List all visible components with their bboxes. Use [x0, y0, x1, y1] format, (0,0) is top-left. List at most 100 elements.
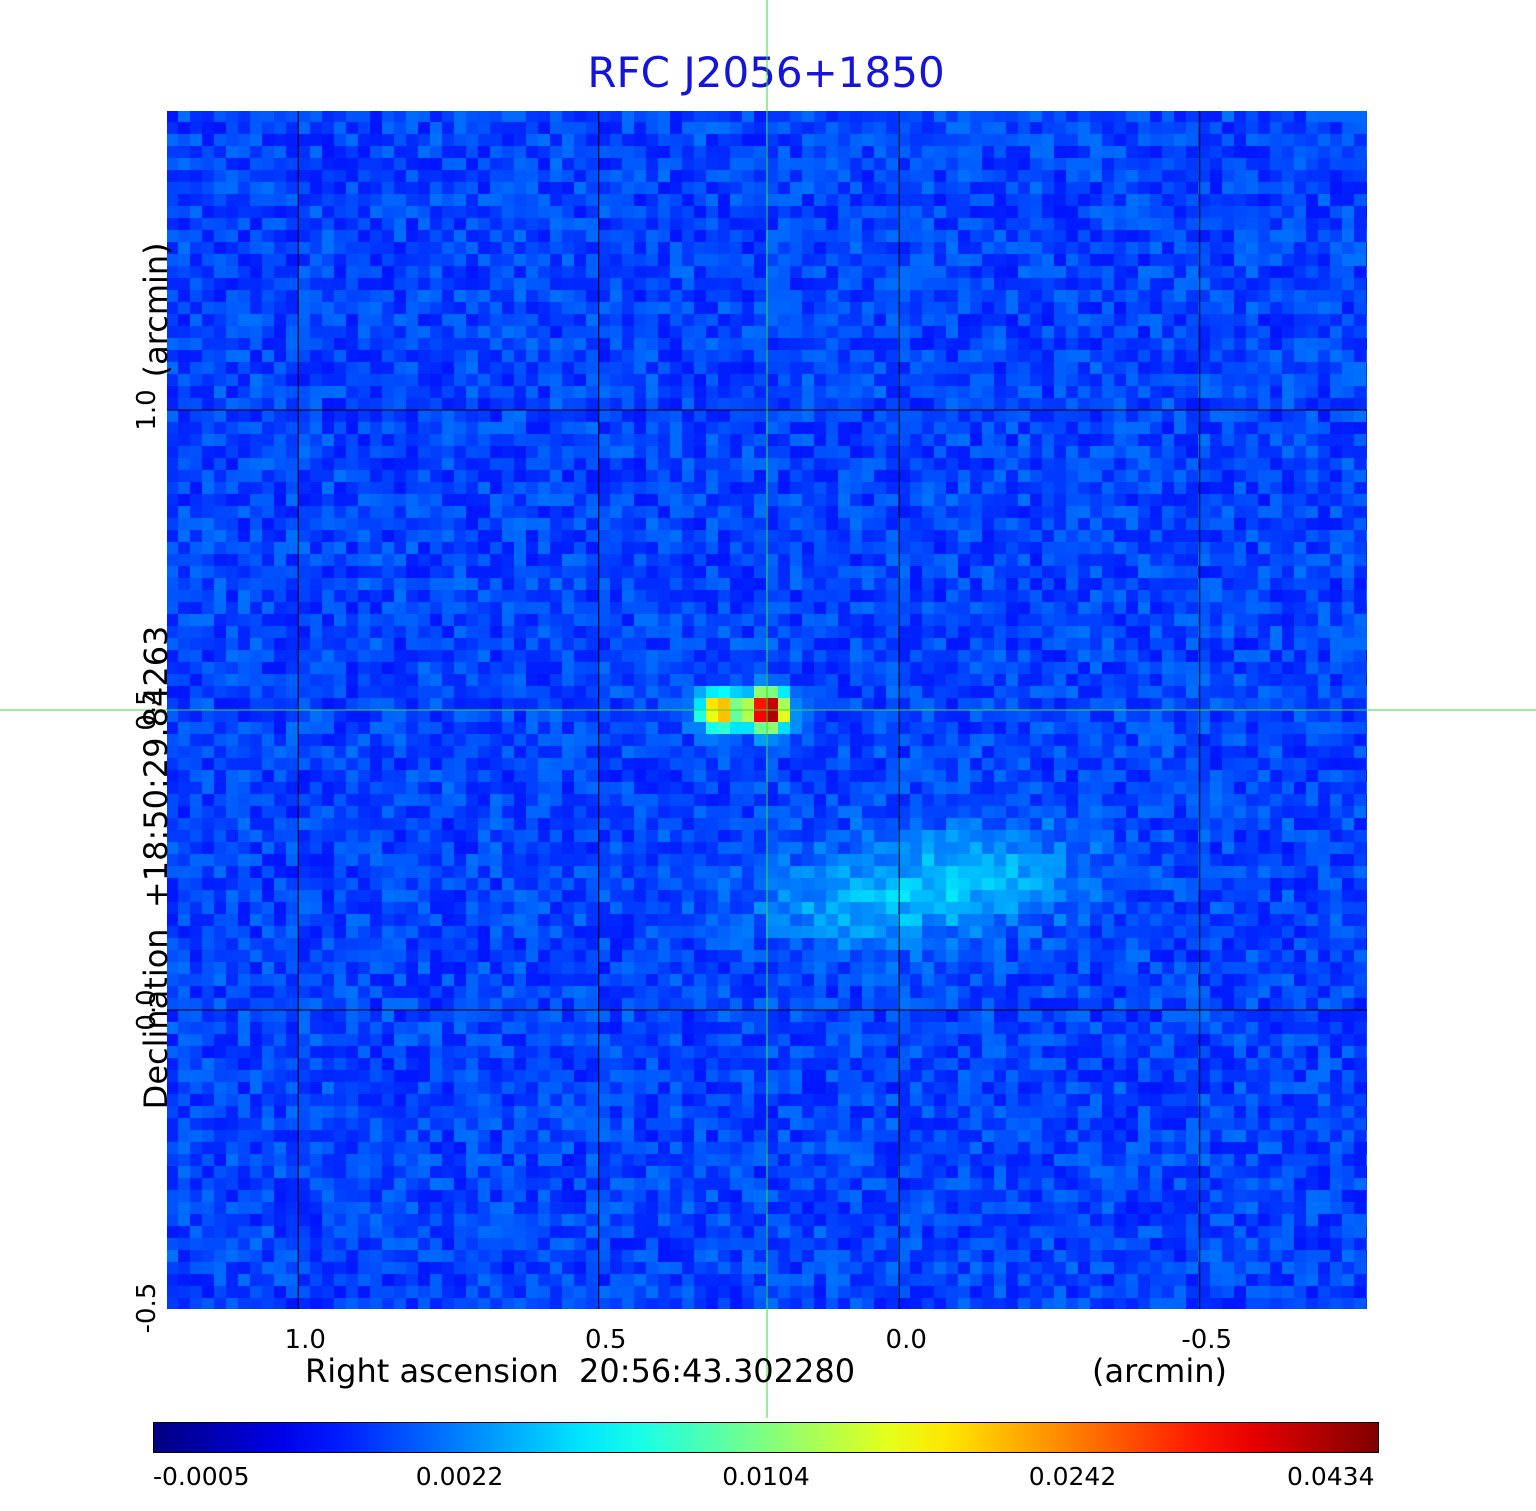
- heatmap-pixel: [538, 566, 550, 578]
- heatmap-pixel: [982, 158, 994, 170]
- heatmap-pixel: [466, 590, 478, 602]
- heatmap-pixel: [1306, 230, 1318, 242]
- heatmap-pixel: [622, 134, 634, 146]
- heatmap-pixel: [910, 542, 922, 554]
- heatmap-pixel: [706, 314, 718, 326]
- heatmap-pixel: [346, 302, 358, 314]
- heatmap-pixel: [370, 134, 382, 146]
- heatmap-pixel: [1330, 386, 1342, 398]
- heatmap-pixel: [1258, 482, 1270, 494]
- heatmap-pixel: [994, 314, 1006, 326]
- heatmap-pixel: [790, 326, 802, 338]
- heatmap-pixel: [322, 218, 334, 230]
- heatmap-pixel: [214, 206, 226, 218]
- heatmap-pixel: [646, 386, 658, 398]
- heatmap-pixel: [874, 446, 886, 458]
- heatmap-pixel: [382, 314, 394, 326]
- heatmap-pixel: [1090, 254, 1102, 266]
- heatmap-pixel: [358, 434, 370, 446]
- heatmap-pixel: [610, 518, 622, 530]
- heatmap-pixel: [814, 218, 826, 230]
- heatmap-pixel: [1102, 470, 1114, 482]
- heatmap-pixel: [1042, 470, 1054, 482]
- heatmap-pixel: [958, 494, 970, 506]
- heatmap-pixel: [694, 266, 706, 278]
- heatmap-pixel: [418, 218, 430, 230]
- heatmap-pixel: [550, 590, 562, 602]
- heatmap-pixel: [478, 674, 490, 686]
- heatmap-pixel: [274, 194, 286, 206]
- heatmap-pixel: [1114, 314, 1126, 326]
- heatmap-pixel: [334, 254, 346, 266]
- heatmap-pixel: [346, 374, 358, 386]
- heatmap-pixel: [730, 626, 742, 638]
- heatmap-pixel: [598, 698, 610, 710]
- heatmap-pixel: [286, 362, 298, 374]
- heatmap-pixel: [598, 338, 610, 350]
- heatmap-pixel: [1138, 590, 1150, 602]
- heatmap-pixel: [238, 302, 250, 314]
- heatmap-pixel: [166, 650, 178, 662]
- heatmap-pixel: [1066, 338, 1078, 350]
- heatmap-pixel: [958, 314, 970, 326]
- heatmap-pixel: [766, 206, 778, 218]
- heatmap-pixel: [322, 638, 334, 650]
- heatmap-pixel: [226, 590, 238, 602]
- heatmap-pixel: [1222, 326, 1234, 338]
- heatmap-pixel: [1102, 254, 1114, 266]
- heatmap-pixel: [190, 182, 202, 194]
- heatmap-pixel: [478, 458, 490, 470]
- heatmap-pixel: [190, 662, 202, 674]
- heatmap-pixel: [190, 110, 202, 122]
- heatmap-pixel: [622, 566, 634, 578]
- heatmap-pixel: [670, 194, 682, 206]
- heatmap-pixel: [814, 278, 826, 290]
- heatmap-pixel: [670, 614, 682, 626]
- heatmap-pixel: [166, 590, 178, 602]
- heatmap-pixel: [1066, 674, 1078, 686]
- heatmap-pixel: [1138, 686, 1150, 698]
- heatmap-pixel: [886, 122, 898, 134]
- heatmap-pixel: [430, 518, 442, 530]
- heatmap-pixel: [694, 182, 706, 194]
- heatmap-pixel: [1234, 350, 1246, 362]
- heatmap-pixel: [538, 494, 550, 506]
- heatmap-pixel: [1294, 206, 1306, 218]
- heatmap-pixel: [214, 134, 226, 146]
- heatmap-pixel: [886, 650, 898, 662]
- heatmap-pixel: [934, 482, 946, 494]
- heatmap-pixel: [598, 278, 610, 290]
- heatmap-pixel: [1210, 194, 1222, 206]
- heatmap-pixel: [1354, 278, 1366, 290]
- heatmap-pixel: [526, 518, 538, 530]
- heatmap-pixel: [1246, 398, 1258, 410]
- heatmap-pixel: [598, 122, 610, 134]
- heatmap-pixel: [814, 506, 826, 518]
- heatmap-pixel: [1258, 110, 1270, 122]
- heatmap-pixel: [862, 686, 874, 698]
- heatmap-pixel: [994, 566, 1006, 578]
- heatmap-pixel: [178, 506, 190, 518]
- heatmap-pixel: [922, 638, 934, 650]
- heatmap-pixel: [802, 626, 814, 638]
- heatmap-pixel: [838, 302, 850, 314]
- heatmap-pixel: [1342, 266, 1354, 278]
- heatmap-pixel: [1078, 614, 1090, 626]
- heatmap-pixel: [1354, 230, 1366, 242]
- heatmap-pixel: [838, 662, 850, 674]
- heatmap-pixel: [262, 518, 274, 530]
- heatmap-pixel: [814, 326, 826, 338]
- heatmap-pixel: [1318, 290, 1330, 302]
- heatmap-pixel: [466, 146, 478, 158]
- heatmap-pixel: [1150, 110, 1162, 122]
- heatmap-pixel: [742, 182, 754, 194]
- heatmap-pixel: [1234, 626, 1246, 638]
- heatmap-pixel: [250, 686, 262, 698]
- heatmap-pixel: [886, 554, 898, 566]
- heatmap-pixel: [394, 638, 406, 650]
- heatmap-pixel: [1042, 542, 1054, 554]
- heatmap-pixel: [694, 458, 706, 470]
- heatmap-pixel: [190, 482, 202, 494]
- heatmap-pixel: [898, 434, 910, 446]
- heatmap-pixel: [742, 470, 754, 482]
